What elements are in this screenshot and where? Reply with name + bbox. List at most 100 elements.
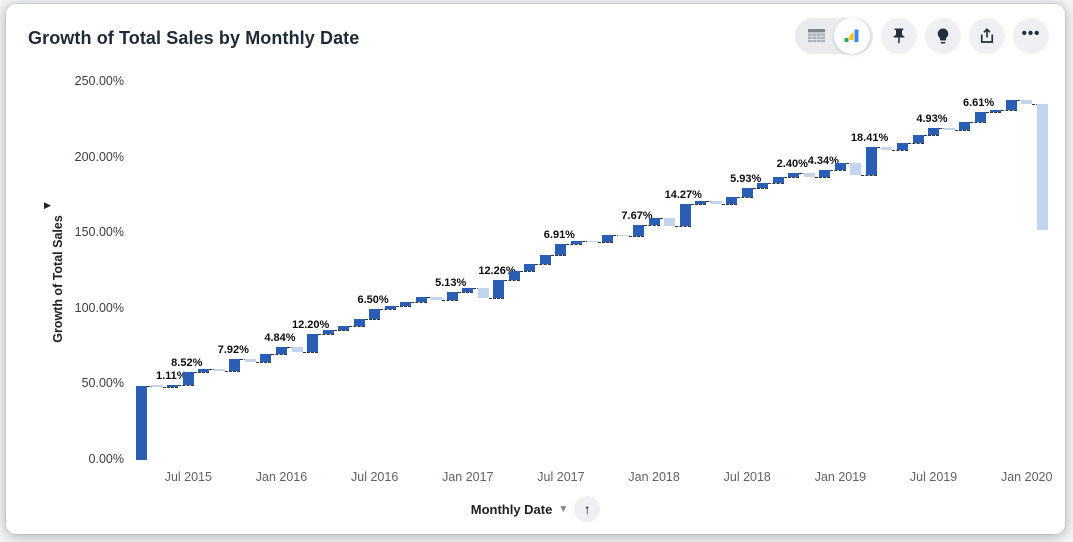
waterfall-bar[interactable]: [229, 359, 241, 372]
waterfall-connector: [737, 196, 753, 198]
waterfall-bar[interactable]: [151, 385, 163, 387]
waterfall-bar[interactable]: [322, 330, 334, 334]
waterfall-bar[interactable]: [819, 169, 831, 177]
waterfall-bar[interactable]: [772, 176, 784, 183]
waterfall-bar[interactable]: [539, 254, 551, 265]
waterfall-bar[interactable]: [912, 135, 924, 143]
waterfall-bar[interactable]: [136, 386, 148, 460]
waterfall-connector: [690, 204, 707, 206]
waterfall-bar[interactable]: [788, 173, 800, 177]
bar-label: 5.93%: [730, 172, 762, 185]
waterfall-connector: [488, 298, 505, 300]
waterfall-connector: [318, 333, 334, 335]
waterfall-bar[interactable]: [431, 297, 443, 301]
chart-colored-icon: [843, 27, 861, 45]
x-tick-label: Jan 2018: [628, 470, 680, 484]
waterfall-bar[interactable]: [260, 354, 272, 363]
waterfall-bar[interactable]: [446, 292, 458, 301]
waterfall-connector: [395, 306, 412, 308]
waterfall-connector: [411, 302, 427, 304]
waterfall-bar[interactable]: [850, 163, 862, 176]
table-view-button[interactable]: [798, 18, 834, 54]
insights-button[interactable]: [925, 18, 961, 54]
waterfall-bar[interactable]: [834, 163, 846, 170]
x-tick-label: Jul 2015: [164, 470, 212, 484]
waterfall-bar[interactable]: [974, 111, 986, 122]
waterfall-bar[interactable]: [167, 385, 179, 387]
y-axis-collapse-icon[interactable]: ▶: [44, 200, 51, 210]
waterfall-bar[interactable]: [462, 287, 474, 293]
waterfall-connector: [628, 236, 645, 238]
waterfall-bar[interactable]: [648, 218, 660, 225]
x-tick-label: Jan 2016: [255, 470, 308, 484]
waterfall-bar[interactable]: [400, 302, 412, 307]
bar-label: 6.61%: [962, 96, 995, 109]
x-tick-label: Jan 2017: [442, 470, 494, 484]
waterfall-bar[interactable]: [803, 173, 815, 177]
waterfall-connector: [970, 121, 986, 123]
y-tick-label: 200.00%: [74, 149, 124, 164]
waterfall-connector: [675, 225, 691, 227]
waterfall-bar[interactable]: [679, 204, 691, 226]
waterfall-connector: [1001, 109, 1017, 111]
share-button[interactable]: [969, 18, 1005, 54]
waterfall-bar[interactable]: [307, 333, 319, 353]
bar-label: 4.93%: [916, 112, 948, 125]
waterfall-bar[interactable]: [244, 359, 256, 363]
waterfall-bar[interactable]: [943, 127, 955, 130]
waterfall-bar[interactable]: [369, 308, 381, 319]
waterfall-bar[interactable]: [477, 287, 489, 299]
waterfall-bar[interactable]: [757, 182, 769, 188]
waterfall-bar[interactable]: [338, 325, 350, 331]
chart-view-button[interactable]: [834, 18, 870, 54]
waterfall-bar[interactable]: [741, 187, 753, 197]
bar-label: 12.20%: [292, 318, 330, 331]
waterfall-bar[interactable]: [198, 369, 210, 373]
waterfall-bar[interactable]: [1036, 104, 1048, 230]
waterfall-bar[interactable]: [384, 306, 396, 309]
waterfall-bar[interactable]: [710, 200, 722, 204]
waterfall-connector: [255, 362, 272, 364]
waterfall-bar[interactable]: [1005, 100, 1017, 110]
waterfall-bar[interactable]: [897, 142, 908, 150]
bar-label: 7.92%: [217, 344, 249, 357]
waterfall-connector: [597, 242, 614, 244]
waterfall-bar[interactable]: [1021, 100, 1033, 105]
waterfall-bar[interactable]: [353, 318, 365, 326]
waterfall-bar[interactable]: [695, 200, 707, 205]
waterfall-bar[interactable]: [524, 264, 536, 271]
chevron-down-icon[interactable]: ▼: [558, 503, 569, 515]
waterfall-bar[interactable]: [990, 110, 1002, 112]
waterfall-bar[interactable]: [928, 127, 940, 136]
waterfall-bar[interactable]: [586, 240, 598, 243]
waterfall-bar[interactable]: [213, 369, 225, 372]
sort-ascending-button[interactable]: ↑: [574, 496, 601, 522]
waterfall-bar[interactable]: [570, 240, 582, 245]
waterfall-bar[interactable]: [291, 346, 303, 353]
waterfall-bar[interactable]: [633, 224, 645, 237]
waterfall-bar[interactable]: [617, 234, 629, 237]
waterfall-bar[interactable]: [726, 196, 738, 204]
waterfall-bar[interactable]: [508, 270, 520, 280]
waterfall-connector: [302, 352, 319, 354]
waterfall-bar[interactable]: [275, 346, 287, 355]
chart-title: Growth of Total Sales by Monthly Date: [28, 28, 360, 48]
x-tick-label: Jul 2018: [723, 470, 771, 484]
waterfall-bar[interactable]: [493, 279, 505, 299]
waterfall-connector: [985, 111, 1002, 113]
waterfall-bar[interactable]: [881, 147, 893, 150]
waterfall-bar[interactable]: [415, 297, 427, 303]
waterfall-connector: [193, 372, 210, 374]
waterfall-bar[interactable]: [182, 372, 194, 386]
waterfall-connector: [923, 135, 940, 137]
waterfall-connector: [752, 187, 769, 189]
pin-button[interactable]: [881, 18, 917, 54]
waterfall-bar[interactable]: [959, 121, 971, 130]
more-button[interactable]: •••: [1013, 18, 1049, 54]
waterfall-bar[interactable]: [865, 147, 877, 176]
waterfall-bar[interactable]: [664, 218, 676, 226]
waterfall-connector: [349, 325, 365, 327]
waterfall-connector: [162, 386, 179, 388]
waterfall-bar[interactable]: [602, 234, 614, 243]
waterfall-bar[interactable]: [555, 244, 567, 255]
